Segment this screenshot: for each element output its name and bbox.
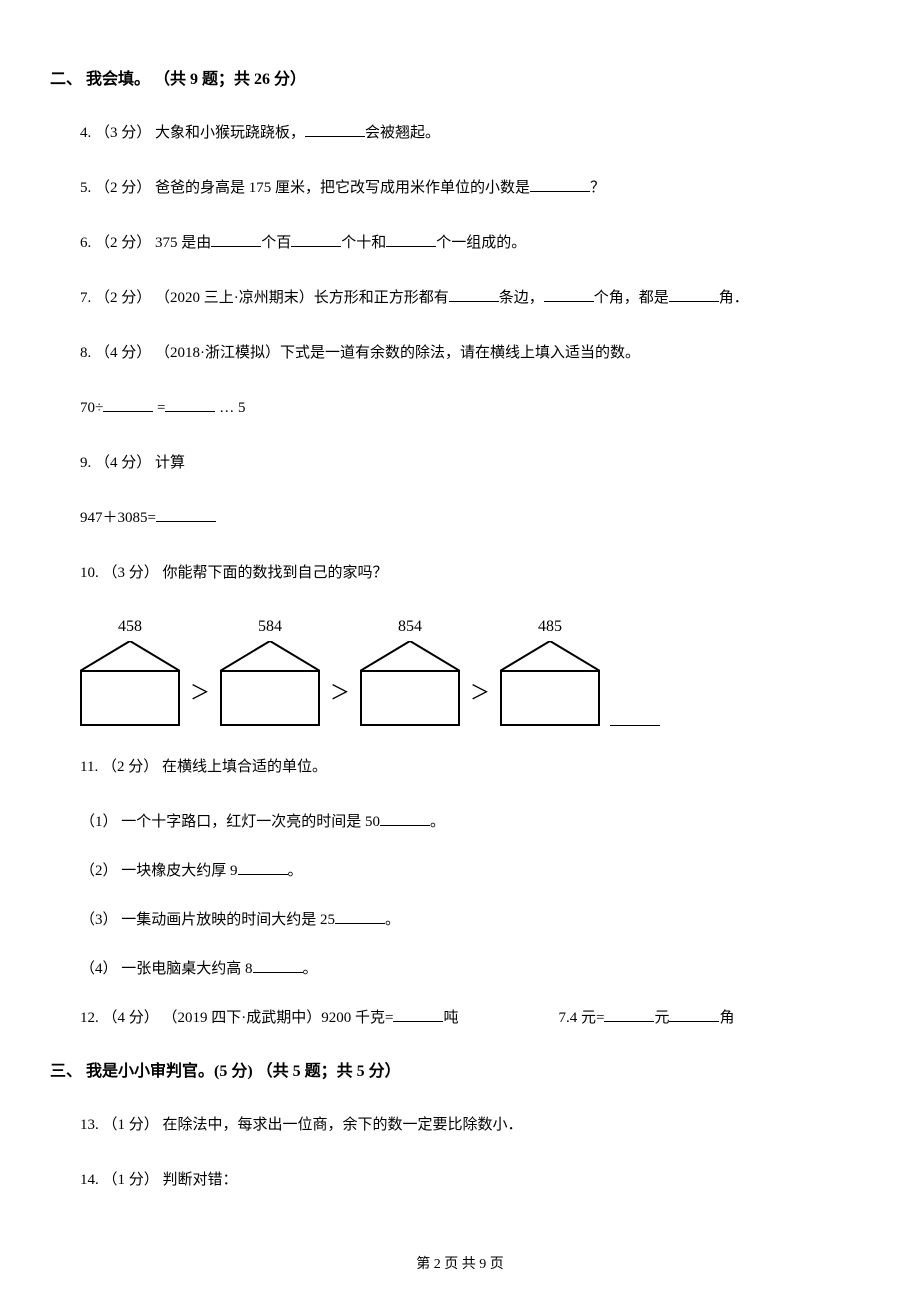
question-4: 4. （3 分） 大象和小猴玩跷跷板， 会被翘起。 [80,120,870,147]
q11-s4-blank[interactable] [253,957,303,973]
q7-p2: 条边， [499,290,544,306]
q8-blank-1[interactable] [103,396,153,412]
houses-row: 458 ＞ 584 ＞ 854 ＞ 485 [80,615,870,726]
q8-expr-p1: 70÷ [80,400,103,416]
q11-sub-2: （2） 一块橡皮大约厚 9 。 [80,858,870,885]
question-9-expr: 947＋3085= [80,505,870,532]
q11-s3-suffix: 。 [385,912,400,928]
q6-p1: 6. （2 分） 375 是由 [80,235,211,251]
q11-s2-blank[interactable] [238,859,288,875]
house-3-icon [360,641,460,726]
q11-s1-suffix: 。 [430,814,445,830]
gt-3: ＞ [468,678,492,708]
q9-text: 9. （4 分） 计算 [80,455,185,471]
q6-blank-3[interactable] [386,231,436,247]
house-trailing-blank[interactable] [610,712,660,726]
q13-text: 13. （1 分） 在除法中，每求出一位商，余下的数一定要比除数小． [80,1117,523,1133]
house-2-label: 584 [220,615,320,639]
gt-2: ＞ [328,678,352,708]
q8-expr-eq: = [153,400,165,416]
q6-p3: 个十和 [341,235,386,251]
house-4: 485 [500,615,600,726]
q12-p5: 角 [719,1010,734,1026]
house-2: 584 [220,615,320,726]
q12-p2: 吨 [443,1010,458,1026]
q11-s3-blank[interactable] [335,908,385,924]
q8-blank-2[interactable] [165,396,215,412]
q7-p3: 个角，都是 [594,290,669,306]
q14-text: 14. （1 分） 判断对错： [80,1172,238,1188]
q11-s1: （1） 一个十字路口，红灯一次亮的时间是 50 [80,814,380,830]
question-9: 9. （4 分） 计算 [80,450,870,477]
q5-suffix: ？ [590,180,605,196]
house-2-icon [220,641,320,726]
q5-prefix: 5. （2 分） 爸爸的身高是 175 厘米，把它改写成用米作单位的小数是 [80,180,530,196]
q11-s2: （2） 一块橡皮大约厚 9 [80,863,238,879]
q11-sub-3: （3） 一集动画片放映的时间大约是 25 。 [80,907,870,934]
question-11: 11. （2 分） 在横线上填合适的单位。 [80,754,870,781]
question-14: 14. （1 分） 判断对错： [80,1167,870,1194]
q11-s1-blank[interactable] [380,810,430,826]
question-5: 5. （2 分） 爸爸的身高是 175 厘米，把它改写成用米作单位的小数是 ？ [80,175,870,202]
house-3-label: 854 [360,615,460,639]
question-6: 6. （2 分） 375 是由 个百 个十和 个一组成的。 [80,230,870,257]
q6-blank-1[interactable] [211,231,261,247]
q12-p3: 7.4 元= [558,1010,604,1026]
q11-text: 11. （2 分） 在横线上填合适的单位。 [80,759,327,775]
q11-s4: （4） 一张电脑桌大约高 8 [80,961,253,977]
q7-blank-3[interactable] [669,286,719,302]
q11-s3: （3） 一集动画片放映的时间大约是 25 [80,912,335,928]
question-8: 8. （4 分） （2018·浙江模拟）下式是一道有余数的除法，请在横线上填入适… [80,340,870,367]
question-10: 10. （3 分） 你能帮下面的数找到自己的家吗？ [80,560,870,587]
house-4-icon [500,641,600,726]
q9-blank[interactable] [156,506,216,522]
house-1-icon [80,641,180,726]
q7-blank-2[interactable] [544,286,594,302]
house-3: 854 [360,615,460,726]
q8-text: 8. （4 分） （2018·浙江模拟）下式是一道有余数的除法，请在横线上填入适… [80,345,640,361]
question-13: 13. （1 分） 在除法中，每求出一位商，余下的数一定要比除数小． [80,1112,870,1139]
section-2-header: 二、 我会填。 （共 9 题；共 26 分） [50,68,870,92]
q4-blank[interactable] [305,121,365,137]
q11-sub-4: （4） 一张电脑桌大约高 8 。 [80,956,870,983]
house-1-label: 458 [80,615,180,639]
q12-p1: 12. （4 分） （2019 四下·成武期中）9200 千克= [80,1010,393,1026]
page-footer: 第 2 页 共 9 页 [50,1254,870,1275]
q11-s4-suffix: 。 [303,961,318,977]
house-1: 458 [80,615,180,726]
q4-prefix: 4. （3 分） 大象和小猴玩跷跷板， [80,125,305,141]
q8-expr-p2: … 5 [215,400,245,416]
question-7: 7. （2 分） （2020 三上·凉州期末）长方形和正方形都有 条边， 个角，都是… [80,285,870,312]
q5-blank[interactable] [530,176,590,192]
q12-blank-2[interactable] [604,1006,654,1022]
q6-blank-2[interactable] [291,231,341,247]
q11-s2-suffix: 。 [288,863,303,879]
q4-suffix: 会被翘起。 [365,125,440,141]
question-12: 12. （4 分） （2019 四下·成武期中）9200 千克= 吨 7.4 元= 元… [80,1005,870,1032]
q9-expr: 947＋3085= [80,510,156,526]
house-4-label: 485 [500,615,600,639]
q7-blank-1[interactable] [449,286,499,302]
q12-blank-3[interactable] [669,1006,719,1022]
q12-p4: 元 [654,1010,669,1026]
q7-p1: 7. （2 分） （2020 三上·凉州期末）长方形和正方形都有 [80,290,449,306]
section-3-header: 三、 我是小小审判官。(5 分) （共 5 题；共 5 分） [50,1060,870,1084]
gt-1: ＞ [188,678,212,708]
q12-blank-1[interactable] [393,1006,443,1022]
q10-text: 10. （3 分） 你能帮下面的数找到自己的家吗？ [80,565,388,581]
q7-p4: 角． [719,290,749,306]
question-8-expr: 70÷ = … 5 [80,395,870,422]
q6-p4: 个一组成的。 [436,235,526,251]
q6-p2: 个百 [261,235,291,251]
q11-sub-1: （1） 一个十字路口，红灯一次亮的时间是 50 。 [80,809,870,836]
